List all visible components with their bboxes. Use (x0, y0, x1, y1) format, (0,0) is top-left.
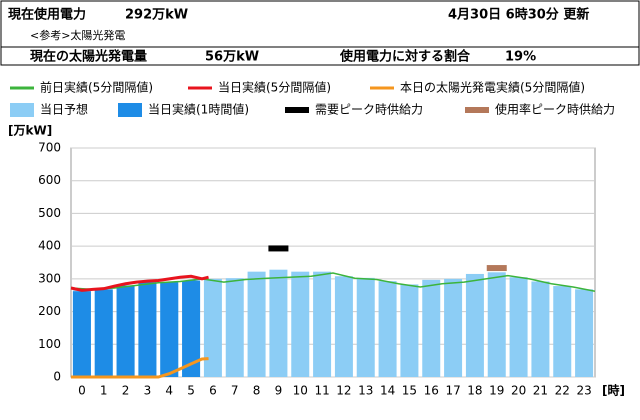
y-tick-label: 400 (38, 239, 61, 253)
x-tick-label: 17 (445, 384, 460, 398)
usage-label: 現在使用電力 (8, 7, 86, 23)
bar (422, 279, 441, 377)
x-tick-label: 23 (576, 384, 591, 398)
peak-marker (268, 245, 289, 252)
bar (291, 271, 310, 377)
x-tick-label: 4 (165, 384, 173, 398)
x-tick-label: 12 (336, 384, 351, 398)
legend-swatch (118, 103, 142, 117)
x-tick-label: 6 (209, 384, 217, 398)
legend-label: 前日実績(5分間隔値) (40, 80, 153, 95)
usage-value: 292万kW (125, 8, 188, 23)
bar (356, 277, 375, 377)
x-tick-label: 1 (100, 384, 108, 398)
x-tick-label: 13 (358, 384, 373, 398)
bar (334, 276, 353, 377)
bar (465, 273, 484, 377)
y-tick-label: 100 (38, 337, 61, 351)
bar (247, 271, 266, 377)
x-tick-label: 11 (314, 384, 329, 398)
legend-swatch (10, 103, 34, 117)
x-tick-label: 3 (144, 384, 152, 398)
x-tick-label: 18 (467, 384, 482, 398)
legend-label: 当日実績(5分間隔値) (218, 80, 331, 95)
line (70, 272, 596, 293)
x-tick-label: 5 (187, 384, 195, 398)
bar (182, 280, 201, 377)
legend-swatch (285, 107, 309, 113)
y-tick-label: 200 (38, 304, 61, 318)
legend-label: 当日実績(1時間値) (148, 102, 249, 117)
solar-label: 現在の太陽光発電量 (30, 49, 147, 65)
bar (203, 278, 222, 377)
bar (400, 284, 419, 377)
solar-value: 56万kW (205, 50, 259, 65)
ratio-value: 19% (505, 50, 536, 65)
bar (116, 285, 135, 377)
y-tick-label: 600 (38, 173, 61, 187)
bar (94, 289, 113, 377)
updated: 4月30日 6時30分 更新 (448, 7, 589, 23)
x-tick-label: 8 (253, 384, 261, 398)
bar (444, 278, 463, 377)
header-box (0, 0, 640, 66)
reference: <参考>太陽光発電 (30, 28, 125, 42)
y-tick-label: 700 (38, 141, 61, 155)
legend-label: 当日予想 (40, 102, 88, 117)
bar (553, 286, 572, 377)
bar (487, 272, 506, 377)
bar (72, 291, 91, 377)
bar (269, 269, 288, 377)
x-tick-label: 10 (293, 384, 308, 398)
line (70, 274, 209, 292)
x-tick-label: 15 (402, 384, 417, 398)
y-axis-label: [万kW] (8, 124, 52, 138)
x-tick-label: 20 (511, 384, 526, 398)
legend-label: 本日の太陽光発電実績(5分間隔値) (400, 80, 585, 95)
y-tick-label: 0 (53, 370, 61, 384)
bar (531, 281, 550, 377)
x-tick-label: 7 (231, 384, 239, 398)
x-tick-label: 9 (275, 384, 283, 398)
bar (509, 277, 528, 377)
x-tick-label: 0 (78, 384, 86, 398)
ratio-label: 使用電力に対する割合 (339, 49, 471, 65)
bar (138, 282, 157, 377)
x-tick-label: 2 (122, 384, 130, 398)
peak-marker (486, 265, 507, 272)
bar (160, 282, 179, 377)
legend-label: 使用率ピーク時供給力 (495, 102, 615, 117)
legend-swatch (465, 107, 489, 113)
x-tick-label: 14 (380, 384, 395, 398)
bar (313, 271, 332, 377)
line (71, 357, 209, 379)
legend-label: 需要ピーク時供給力 (315, 103, 423, 117)
bar (378, 281, 397, 377)
bar (575, 289, 594, 377)
x-axis-label: [時] (602, 383, 625, 398)
x-tick-label: 21 (533, 384, 548, 398)
y-tick-label: 300 (38, 271, 61, 285)
x-tick-label: 19 (489, 384, 504, 398)
bar (225, 278, 244, 377)
x-tick-label: 16 (424, 384, 439, 398)
x-tick-label: 22 (555, 384, 570, 398)
plot-area (70, 147, 596, 378)
y-tick-label: 500 (38, 206, 61, 220)
